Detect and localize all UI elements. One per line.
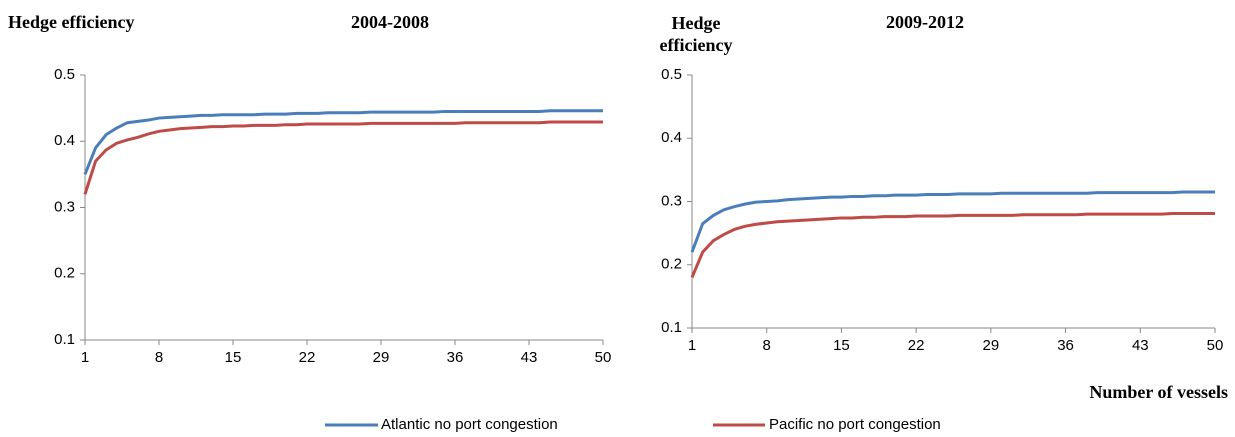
x-tick-label: 43 xyxy=(521,349,538,366)
x-tick-label: 36 xyxy=(1057,337,1074,354)
x-tick-label: 22 xyxy=(299,349,316,366)
x-tick-label: 29 xyxy=(373,349,390,366)
x-tick-label: 1 xyxy=(688,337,696,354)
y-tick-label: 0.3 xyxy=(661,192,682,209)
y-axis-label: Hedge efficiency xyxy=(8,12,134,32)
series-line xyxy=(690,190,1215,253)
y-tick-label: 0.4 xyxy=(661,129,682,146)
legend-label: Atlantic no port congestion xyxy=(381,416,558,433)
y-tick-label: 0.2 xyxy=(54,265,75,282)
x-tick-label: 50 xyxy=(1207,337,1224,354)
y-tick-label: 0.3 xyxy=(54,198,75,215)
x-tick-label: 15 xyxy=(833,337,850,354)
y-tick-label: 0.1 xyxy=(661,319,682,336)
y-axis-label: Hedge efficiency xyxy=(659,13,733,55)
y-tick-label: 0.5 xyxy=(661,66,682,83)
y-tick-label: 0.1 xyxy=(54,331,75,348)
y-tick-label: 0.4 xyxy=(54,132,75,149)
y-tick-label: 0.5 xyxy=(54,66,75,83)
x-tick-label: 50 xyxy=(595,349,612,366)
series-line xyxy=(83,120,603,195)
x-tick-label: 43 xyxy=(1132,337,1149,354)
x-tick-label: 1 xyxy=(81,349,89,366)
chart-title: 2009-2012 xyxy=(886,12,964,32)
x-tick-label: 8 xyxy=(155,349,163,366)
x-tick-label: 15 xyxy=(225,349,242,366)
x-tick-label: 8 xyxy=(763,337,771,354)
x-axis-label: Number of vessels xyxy=(1089,382,1228,402)
y-tick-label: 0.2 xyxy=(661,256,682,273)
x-tick-label: 36 xyxy=(447,349,464,366)
legend-label: Pacific no port congestion xyxy=(769,416,941,433)
series-line xyxy=(690,212,1215,278)
x-tick-label: 22 xyxy=(908,337,925,354)
series-line xyxy=(83,109,603,175)
x-tick-label: 29 xyxy=(983,337,1000,354)
chart-title: 2004-2008 xyxy=(351,12,429,32)
